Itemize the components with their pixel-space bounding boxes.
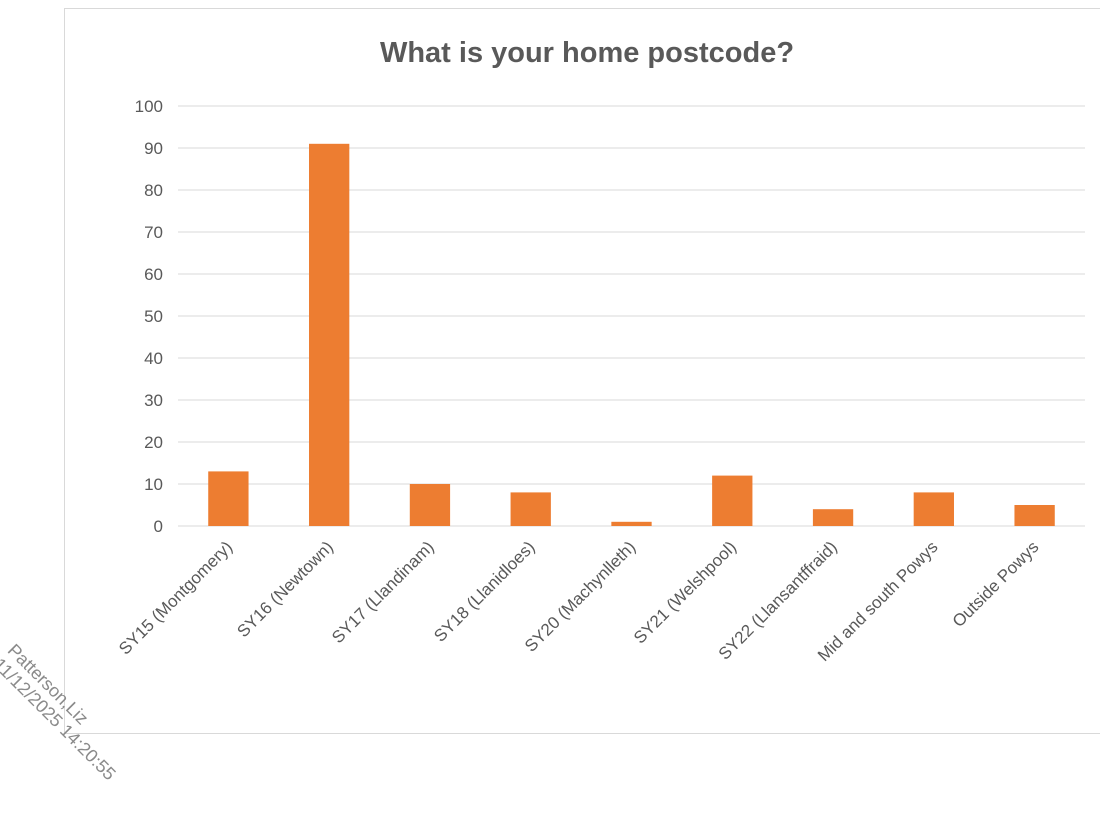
bar-5 <box>712 475 753 526</box>
y-tick-label-100: 100 <box>135 97 163 116</box>
bar-4 <box>611 521 652 526</box>
bar-3 <box>510 492 551 526</box>
y-tick-label-90: 90 <box>144 139 163 158</box>
chart-title: What is your home postcode? <box>380 37 794 69</box>
y-tick-label-20: 20 <box>144 433 163 452</box>
y-tick-label-60: 60 <box>144 265 163 284</box>
bar-7 <box>913 492 954 526</box>
bars <box>208 143 1055 527</box>
y-tick-label-70: 70 <box>144 223 163 242</box>
y-tick-label-10: 10 <box>144 475 163 494</box>
x-tick-label-5: SY21 (Welshpool) <box>630 537 740 647</box>
bar-6 <box>812 509 854 526</box>
x-axis-tick-labels: SY15 (Montgomery)SY16 (Newtown)SY17 (Lla… <box>115 537 1042 665</box>
x-tick-label-2: SY17 (Llandinam) <box>328 537 438 647</box>
y-tick-label-30: 30 <box>144 391 163 410</box>
bar-0 <box>208 471 249 526</box>
x-tick-label-0: SY15 (Montgomery) <box>115 537 236 658</box>
x-tick-label-1: SY16 (Newtown) <box>233 537 337 641</box>
bar-1 <box>309 143 350 527</box>
y-axis-tick-labels: 0 10 20 30 40 50 60 70 80 90 100 <box>135 97 163 536</box>
y-tick-label-0: 0 <box>154 517 163 536</box>
y-tick-label-50: 50 <box>144 307 163 326</box>
x-tick-label-4: SY20 (Machynlleth) <box>521 537 639 655</box>
bar-8 <box>1014 505 1055 526</box>
y-tick-label-40: 40 <box>144 349 163 368</box>
bar-2 <box>409 484 451 526</box>
x-tick-label-8: Outside Powys <box>949 537 1043 631</box>
x-tick-label-3: SY18 (Llanidloes) <box>430 537 538 645</box>
y-tick-label-80: 80 <box>144 181 163 200</box>
chart-frame <box>64 8 1100 734</box>
